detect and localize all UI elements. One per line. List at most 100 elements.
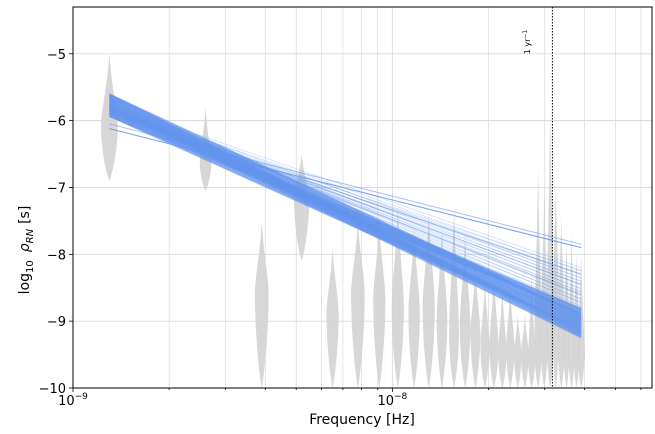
realization-line (109, 93, 582, 317)
violin (422, 214, 435, 388)
violin (498, 287, 507, 388)
violin (408, 227, 420, 388)
violin (480, 281, 490, 388)
realization-line (109, 111, 582, 327)
realization-line (109, 106, 582, 325)
x-tick-label: 10−8 (377, 392, 407, 409)
realization-line (109, 97, 582, 333)
realization-line (109, 109, 582, 327)
violin (373, 220, 386, 388)
realization-line (109, 123, 582, 245)
realization-line (109, 115, 582, 330)
realization-line (109, 96, 582, 332)
realization-line (109, 106, 582, 324)
realization-line (109, 103, 582, 269)
realization-line (109, 93, 582, 316)
realization-line (109, 98, 582, 319)
realization-line (109, 112, 582, 313)
realization-line (109, 108, 582, 326)
y-axis-ticks: −10 −9 −8 −7 −6 −5 (39, 48, 73, 397)
realization-line (109, 111, 582, 328)
realization-line (109, 97, 582, 319)
realization-line (109, 109, 582, 310)
realization-line (109, 102, 582, 336)
y-tick-label: −8 (47, 248, 66, 263)
x-tick-label: 10−9 (58, 392, 88, 409)
realization-line (109, 96, 582, 317)
realization-line (109, 93, 582, 315)
realization-line (109, 104, 582, 323)
violin (506, 287, 515, 388)
realization-line (109, 113, 582, 324)
realization-line (109, 111, 582, 312)
realization-line (109, 104, 582, 337)
realization-line (109, 104, 582, 290)
realization-line (109, 110, 582, 300)
realization-line (109, 107, 582, 310)
realization-line (109, 112, 582, 329)
realization-line (109, 100, 582, 321)
violin-distributions (101, 53, 585, 389)
realization-line (109, 93, 582, 331)
realization-line (109, 107, 582, 309)
plot-frame (72, 6, 653, 389)
realization-line (109, 115, 582, 329)
realization-line (109, 110, 582, 289)
realization-line (109, 105, 582, 338)
realization-line (109, 94, 582, 316)
realization-line (109, 95, 582, 318)
realization-line (109, 114, 582, 330)
realization-line (109, 105, 582, 321)
violin (470, 267, 481, 388)
realization-line (109, 106, 582, 324)
realization-line (109, 109, 582, 326)
y-tick-label: −7 (47, 181, 66, 196)
violin (326, 247, 339, 388)
realization-line (109, 95, 582, 332)
realization-line (109, 96, 582, 317)
realization-line (109, 115, 582, 330)
y-axis-label: log10ρRN[s] (17, 206, 36, 295)
realization-line (109, 95, 582, 332)
realization-line (109, 98, 582, 320)
realization-line (109, 96, 582, 318)
realization-line (109, 106, 582, 295)
realization-line (109, 106, 582, 293)
violin (199, 107, 212, 191)
violin (577, 254, 585, 388)
violin (513, 314, 522, 388)
realization-line (109, 104, 582, 300)
violin (521, 314, 529, 388)
realization-line (109, 109, 582, 328)
realization-line (109, 114, 582, 314)
violin (540, 187, 549, 388)
realization-line (109, 103, 582, 279)
realization-line (109, 109, 582, 326)
realization-line (109, 100, 582, 320)
realization-line (109, 95, 582, 333)
y-tick-label: −5 (47, 48, 66, 63)
realization-line (109, 93, 582, 315)
realization-line (109, 104, 582, 324)
realization-line (109, 114, 582, 314)
realization-line (109, 115, 582, 315)
realization-line (109, 96, 582, 333)
realization-line (109, 93, 582, 330)
violin (449, 207, 459, 388)
realization-line (109, 109, 582, 311)
violin (351, 220, 365, 388)
realization-line (109, 107, 582, 275)
spectrum-realizations (109, 93, 582, 339)
y-tick-label: −10 (39, 382, 66, 397)
realization-line (109, 113, 582, 313)
y-tick-label: −6 (47, 115, 66, 130)
realization-line (109, 114, 582, 329)
realization-line (109, 95, 582, 331)
realization-line (109, 99, 582, 319)
x-axis-ticks: 10−9 10−8 (58, 388, 642, 409)
realization-line (109, 115, 582, 315)
realization-line (109, 98, 582, 334)
violin (528, 274, 536, 388)
realization-line (109, 95, 582, 317)
realization-line (109, 109, 582, 311)
